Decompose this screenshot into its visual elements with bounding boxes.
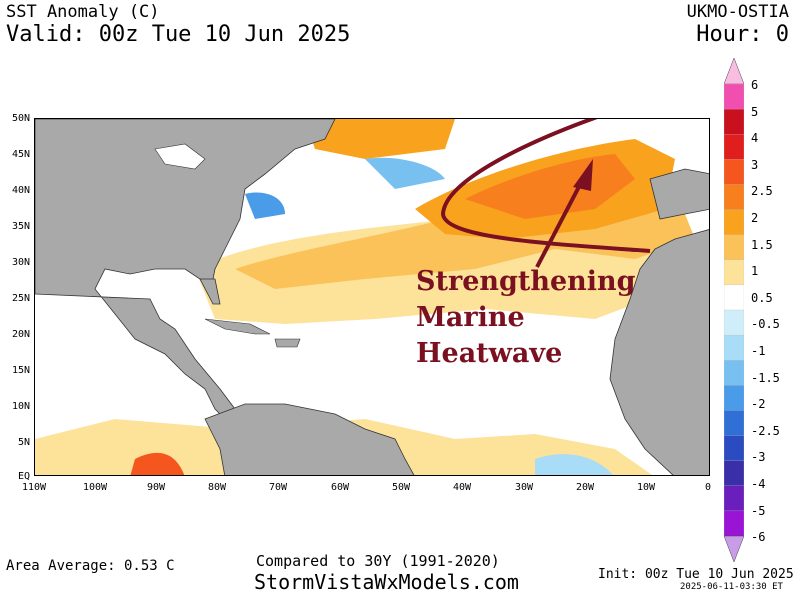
warm-anomaly-pacific [130,453,185,475]
annotation-line-3: Heatwave [416,338,563,369]
colorbar-label: -2.5 [751,423,780,438]
lon-label: 0 [704,482,712,493]
hispaniola-land [274,338,301,348]
map-graphic [35,119,709,475]
colorbar-swatch [724,485,744,512]
great-lakes [154,143,206,170]
lat-label: 5N [17,437,30,448]
heatwave-arrow-shaft [535,178,585,268]
colorbar-swatch [724,385,744,412]
iberia-land [649,168,709,220]
lon-label: 80W [207,482,227,493]
annotation-line-1: Strengthening [416,266,636,297]
colorbar-top-cap [724,58,744,85]
colorbar-label: 2.5 [751,184,773,199]
annotation-line-2: Marine [416,302,525,333]
lon-label: 40W [452,482,472,493]
forecast-hour: Hour: 0 [696,22,789,47]
cold-anomaly-gulf-stream [245,192,285,219]
map-title: SST Anomaly (C) [6,2,160,22]
cold-anomaly-north [365,157,445,189]
colorbar-label: 2 [751,211,759,225]
heatwave-loop-arrow [440,119,651,253]
climatology-note: Compared to 30Y (1991-2020) [256,552,500,570]
lat-label: 20N [11,329,30,340]
colorbar-label: -1 [751,344,766,358]
lon-label: 70W [268,482,288,493]
valid-time: Valid: 00z Tue 10 Jun 2025 [6,22,351,47]
colorbar-label: 1 [751,264,759,279]
colorbar-swatch [724,410,744,437]
heatwave-arrow-head [573,159,593,191]
colorbar-label: 1.5 [751,237,773,252]
colorbar [724,58,744,563]
warm-anomaly-north [305,119,455,159]
south-america-land [204,403,415,475]
colorbar-label: 0.5 [751,290,773,305]
colorbar-label: -0.5 [751,317,780,332]
lon-label: 100W [82,482,108,493]
colorbar-swatch [724,209,744,236]
lon-label: 90W [146,482,166,493]
colorbar-swatch [724,83,744,110]
init-time: Init: 00z Tue 10 Jun 2025 [598,567,794,582]
lon-label: 110W [21,482,47,493]
colorbar-label: -2 [751,397,766,412]
colorbar-label: -6 [751,530,766,545]
colorbar-swatch [724,309,744,336]
cold-anomaly-guinea [535,454,614,475]
colorbar-label: 6 [751,78,759,92]
colorbar-swatch [724,134,744,160]
lon-label: 20W [575,482,595,493]
lon-label: 50W [391,482,411,493]
website-credit: StormVistaWxModels.com [254,570,519,594]
lat-label: 15N [11,365,30,376]
lat-label: EQ [17,471,30,482]
colorbar-label: -4 [751,477,766,491]
colorbar-bottom-cap [724,535,744,563]
colorbar-swatches [724,83,744,537]
colorbar-swatch [724,284,744,311]
lat-label: 45N [11,149,30,160]
colorbar-label: -1.5 [751,370,780,385]
lon-label: 60W [330,482,350,493]
africa-land [609,229,709,475]
colorbar-swatch [724,184,744,211]
colorbar-swatch [724,159,744,186]
generated-timestamp: 2025-06-11-03:30 ET [680,582,783,592]
colorbar-swatch [724,460,744,487]
area-average: Area Average: 0.53 C [6,558,175,574]
colorbar-swatch [724,234,744,261]
colorbar-swatch [724,360,744,386]
colorbar-swatch [724,108,744,135]
lat-label: 40N [11,185,30,196]
lat-label: 35N [11,221,30,232]
model-name: UKMO-OSTIA [686,2,789,22]
colorbar-swatch [724,334,744,361]
lat-label: 30N [11,257,30,268]
colorbar-label: 3 [751,157,759,172]
lat-label: 50N [11,113,30,124]
sst-anomaly-map [34,118,710,476]
north-america-land [35,119,336,420]
colorbar-swatch [724,435,744,462]
lon-label: 30W [514,482,534,493]
warm-anomaly-core [465,154,635,219]
lat-label: 25N [11,293,30,304]
colorbar-label: 5 [751,104,759,119]
lat-label: 10N [11,401,30,412]
cuba-land [204,318,271,335]
colorbar-label: -3 [751,450,766,465]
florida-land [199,278,221,305]
colorbar-label: 4 [751,131,759,146]
lon-label: 10W [636,482,656,493]
colorbar-label: -5 [751,503,766,518]
colorbar-swatch [724,259,744,286]
colorbar-swatch [724,510,744,537]
